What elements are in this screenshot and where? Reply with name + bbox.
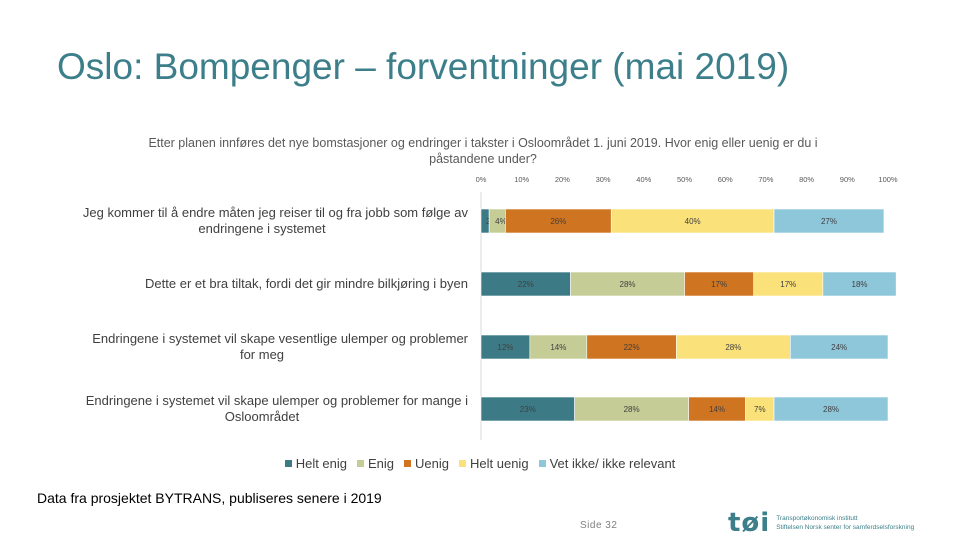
- x-tick-label: 0%: [476, 175, 487, 184]
- legend-swatch: [538, 460, 546, 467]
- legend-label: Enig: [368, 456, 395, 471]
- bar-segment: [676, 334, 791, 360]
- logo-text: Transportøkonomisk institutt Stiftelsen …: [776, 514, 914, 532]
- legend-item: Helt enig: [284, 456, 348, 471]
- category-label: for meg: [240, 347, 284, 362]
- logo-mark: tøi: [728, 508, 771, 538]
- bar-segment: [745, 396, 775, 422]
- footnote: Data fra prosjektet BYTRANS, publiseres …: [37, 490, 382, 506]
- chart-legend: Helt enig Enig Uenig Helt uenig Vet ikke/ ik…: [0, 456, 960, 471]
- bar-segment: [753, 271, 824, 297]
- page-number: Side 32: [580, 520, 618, 531]
- bar-segment: [480, 396, 575, 422]
- legend-swatch: [284, 460, 292, 467]
- legend-label: Helt enig: [295, 456, 348, 471]
- bar-segment: [822, 271, 897, 297]
- data-label: 22%: [624, 343, 640, 352]
- x-tick-label: 50%: [677, 175, 692, 184]
- data-label: 22%: [518, 280, 534, 289]
- data-label: 4%: [495, 217, 507, 226]
- category-label: Endringene i systemet vil skape vesentli…: [92, 331, 468, 346]
- x-tick-label: 80%: [799, 175, 814, 184]
- data-label: 23%: [520, 405, 536, 414]
- data-label: 26%: [550, 217, 566, 226]
- x-tick-label: 10%: [514, 175, 529, 184]
- bar-segment: [684, 271, 754, 297]
- legend-item: Uenig: [404, 456, 449, 471]
- data-label: 28%: [624, 405, 640, 414]
- data-label: 28%: [725, 343, 741, 352]
- legend-item: Helt uenig: [459, 456, 529, 471]
- logo-line-2: Stiftelsen Norsk senter for samferdselsf…: [776, 524, 915, 531]
- legend-item: Vet ikke/ ikke relevant: [538, 456, 676, 471]
- data-label: 28%: [823, 405, 839, 414]
- legend-label: Uenig: [415, 456, 450, 471]
- legend-swatch: [357, 460, 365, 467]
- bar-segment: [570, 271, 685, 297]
- legend-swatch: [459, 460, 467, 467]
- x-tick-label: 30%: [596, 175, 611, 184]
- x-tick-label: 100%: [878, 175, 898, 184]
- legend-item: Enig: [357, 456, 394, 471]
- bar-segment: [790, 334, 889, 360]
- data-label: 28%: [620, 280, 636, 289]
- legend-label: Vet ikke/ ikke relevant: [549, 456, 676, 471]
- category-label: endringene i systemet: [198, 221, 326, 236]
- legend-label: Helt uenig: [470, 456, 529, 471]
- data-label: 24%: [831, 343, 847, 352]
- x-tick-label: 90%: [840, 175, 855, 184]
- slide-title: Oslo: Bompenger – forventninger (mai 201…: [57, 46, 790, 87]
- bar-segment: [773, 208, 885, 234]
- chart-title: Etter planen innføres det nye bomstasjon…: [148, 136, 818, 166]
- toi-logo: tøi Transportøkonomisk institutt Stiftel…: [728, 508, 914, 538]
- logo-line-1: Transportøkonomisk institutt: [776, 515, 858, 522]
- data-label: 17%: [780, 280, 796, 289]
- bar-segment: [480, 334, 531, 360]
- bar-segment: [574, 396, 689, 422]
- data-label: 17%: [711, 280, 727, 289]
- x-tick-label: 60%: [718, 175, 733, 184]
- data-label: 12%: [497, 343, 513, 352]
- bar-segment: [688, 396, 746, 422]
- bar-segment: [529, 334, 588, 360]
- legend-swatch: [404, 460, 412, 467]
- x-tick-label: 40%: [636, 175, 651, 184]
- data-label: 7%: [754, 405, 766, 414]
- data-label: 40%: [685, 217, 701, 226]
- bar-segment: [505, 208, 612, 234]
- category-label: Jeg kommer til å endre måten jeg reiser …: [83, 205, 469, 220]
- bar-segment: [480, 271, 571, 297]
- data-label: 27%: [821, 217, 837, 226]
- bar-segment: [586, 334, 677, 360]
- bar-segment: [773, 396, 889, 422]
- category-label: Osloområdet: [225, 409, 300, 424]
- x-tick-label: 70%: [758, 175, 773, 184]
- x-tick-label: 20%: [555, 175, 570, 184]
- data-label: 14%: [709, 405, 725, 414]
- data-label: 14%: [550, 343, 566, 352]
- category-label: Endringene i systemet vil skape ulemper …: [86, 393, 468, 408]
- data-label: 18%: [852, 280, 868, 289]
- category-label: Dette er et bra tiltak, fordi det gir mi…: [145, 276, 468, 291]
